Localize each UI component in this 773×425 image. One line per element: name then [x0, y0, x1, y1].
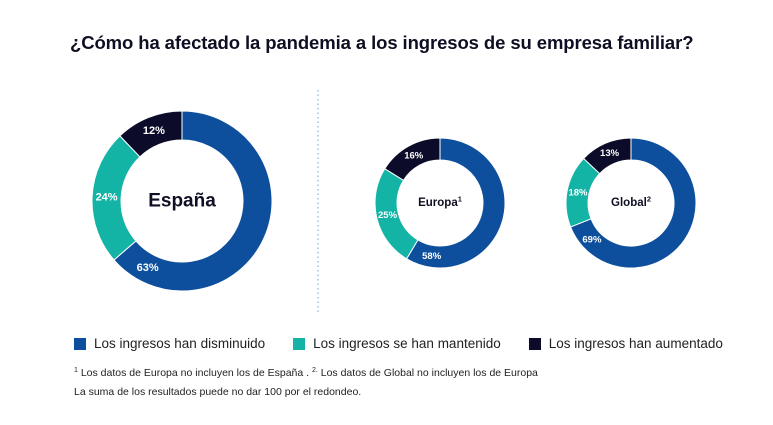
- legend-item-mantenido: Los ingresos se han mantenido: [293, 336, 501, 351]
- slice-europa-aumentado: [384, 137, 441, 182]
- footnote-text-1: Los datos de Europa no incluyen los de E…: [77, 367, 312, 379]
- slice-global-aumentado: [582, 137, 632, 175]
- legend-label-mantenido: Los ingresos se han mantenido: [313, 336, 501, 351]
- value-label-global-mantenido: 18%: [568, 187, 588, 198]
- center-label-europa: Europa1: [418, 194, 462, 209]
- center-sup-europa: 1: [458, 194, 462, 203]
- value-label-espana-aumentado: 12%: [143, 125, 165, 137]
- footnote-text-2: Los datos de Global no incluyen los de E…: [317, 367, 538, 379]
- rounding-note: La suma de los resultados puede no dar 1…: [74, 386, 362, 398]
- footnote-sup-1: 1: [74, 367, 78, 374]
- value-label-europa-mantenido: 25%: [378, 210, 398, 221]
- footnote-sup-2: 2.: [311, 367, 318, 374]
- footnote: 1 Los datos de Europa no incluyen los de…: [74, 367, 538, 379]
- value-label-global-aumentado: 13%: [600, 148, 620, 159]
- slice-global-disminuido: [569, 137, 697, 269]
- value-label-europa-aumentado: 16%: [404, 150, 424, 161]
- center-sup-global: 2: [647, 194, 651, 203]
- slice-espana-disminuido: [113, 110, 273, 292]
- value-label-espana-mantenido: 24%: [96, 191, 118, 203]
- center-label-global: Global2: [611, 194, 651, 209]
- legend-swatch-aumentado: [528, 337, 541, 350]
- value-label-espana-disminuido: 63%: [137, 262, 159, 274]
- legend-item-aumentado: Los ingresos han aumentado: [528, 336, 723, 351]
- value-label-global-disminuido: 69%: [582, 235, 602, 246]
- chart-title: ¿Cómo ha afectado la pandemia a los ingr…: [70, 32, 694, 53]
- slice-espana-aumentado: [119, 110, 183, 158]
- legend-label-aumentado: Los ingresos han aumentado: [548, 336, 723, 351]
- legend-item-disminuido: Los ingresos han disminuido: [74, 336, 265, 351]
- legend-label-disminuido: Los ingresos han disminuido: [94, 336, 266, 351]
- center-label-espana: España: [148, 191, 216, 212]
- legend-swatch-mantenido: [293, 337, 306, 350]
- value-label-europa-disminuido: 58%: [422, 251, 442, 262]
- legend: Los ingresos han disminuido Los ingresos…: [74, 336, 751, 351]
- legend-swatch-disminuido: [74, 337, 86, 350]
- slice-europa-disminuido: [405, 137, 506, 269]
